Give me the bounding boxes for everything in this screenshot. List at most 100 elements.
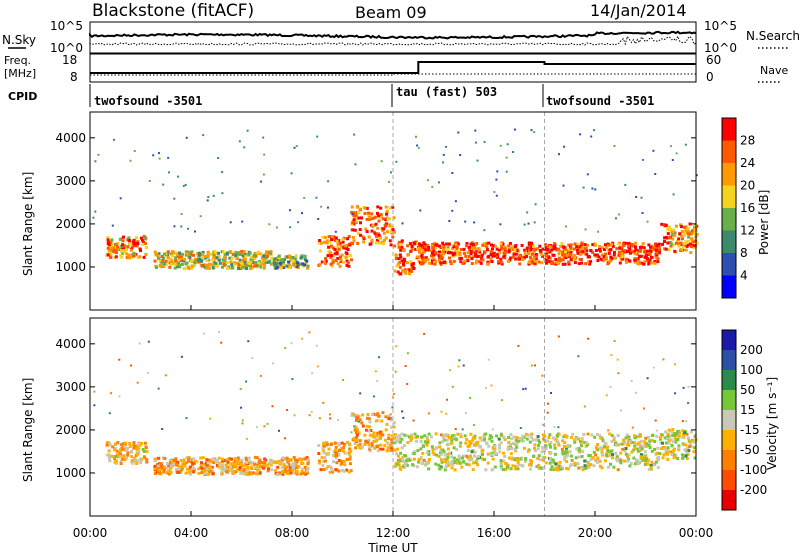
- power-cell: [471, 246, 475, 250]
- velocity-cell: [647, 467, 651, 471]
- power-cell: [394, 254, 398, 258]
- power-cell: [199, 215, 202, 218]
- velocity-cell: [554, 462, 558, 466]
- velocity-cell: [610, 354, 613, 357]
- power-cell: [573, 242, 577, 246]
- velocity-cell: [624, 447, 628, 450]
- velocity-cell: [628, 440, 632, 444]
- power-cell: [370, 229, 374, 233]
- freq-label-line2: [MHz]: [4, 67, 36, 80]
- power-cell: [608, 260, 612, 264]
- power-cell: [153, 250, 157, 254]
- velocity-cell: [311, 372, 314, 375]
- velocity-cell: [332, 460, 336, 464]
- power-cell: [365, 217, 369, 221]
- velocity-cell: [153, 459, 157, 463]
- power-cell: [402, 257, 406, 261]
- velocity-cell: [251, 357, 254, 360]
- power-colorbar-label: Power [dB]: [757, 190, 771, 255]
- velocity-cell: [667, 438, 671, 442]
- power-cell: [174, 251, 178, 255]
- velocity-cell: [552, 436, 555, 440]
- power-cell: [218, 261, 222, 265]
- velocity-cell: [317, 452, 321, 455]
- velocity-cell: [683, 431, 687, 435]
- velocity-cell: [121, 455, 125, 459]
- velocity-cell: [521, 434, 525, 438]
- velocity-cell: [465, 438, 469, 441]
- velocity-cell: [478, 436, 482, 440]
- velocity-cell: [573, 463, 577, 467]
- power-cell: [216, 264, 220, 268]
- power-cell: [351, 221, 355, 225]
- velocity-cell: [672, 440, 676, 444]
- velocity-cell: [424, 463, 428, 467]
- velocity-cell: [121, 448, 125, 452]
- power-cell: [483, 141, 486, 144]
- power-cell: [345, 244, 349, 248]
- velocity-cell: [445, 438, 449, 442]
- noise-tick-low-left: 10^0: [50, 41, 83, 55]
- power-cell: [534, 257, 538, 261]
- power-cell: [490, 260, 494, 263]
- power-cell: [301, 212, 303, 215]
- power-cell: [206, 253, 210, 257]
- velocity-cell: [128, 444, 132, 448]
- velocity-cell: [600, 466, 604, 470]
- power-cell: [128, 242, 132, 246]
- power-cell: [434, 251, 438, 255]
- velocity-cell: [322, 451, 326, 455]
- velocity-cell: [608, 454, 612, 458]
- velocity-cell: [457, 454, 461, 458]
- power-cell: [636, 260, 639, 264]
- velocity-cell: [616, 468, 620, 472]
- power-cell: [324, 259, 328, 263]
- power-cell: [593, 242, 597, 246]
- power-cell: [586, 173, 589, 176]
- power-cell: [634, 248, 638, 252]
- velocity-cell: [207, 458, 211, 462]
- power-cell: [562, 245, 566, 249]
- power-cell: [633, 252, 637, 256]
- velocity-cell: [632, 456, 636, 460]
- power-cell: [597, 230, 600, 233]
- power-cell: [250, 265, 254, 269]
- velocity-cell: [286, 471, 290, 475]
- velocity-cell: [445, 412, 448, 415]
- velocity-cell: [225, 458, 229, 462]
- power-cell: [410, 268, 413, 272]
- power-cell: [469, 242, 473, 246]
- power-cell: [562, 253, 566, 257]
- power-cell: [550, 248, 554, 252]
- velocity-cell: [441, 440, 444, 444]
- velocity-cell: [630, 450, 634, 454]
- velocity-cell: [517, 439, 521, 443]
- power-cell: [674, 224, 678, 228]
- velocity-cell: [687, 401, 690, 404]
- power-cell: [347, 264, 351, 268]
- freq-tick-high: 18: [62, 53, 77, 67]
- power-cell: [355, 217, 359, 221]
- power-cell: [290, 259, 294, 263]
- velocity-cell: [137, 442, 141, 446]
- power-cell: [526, 211, 529, 214]
- power-cell: [138, 247, 142, 251]
- freq-panel-frame: [89, 53, 697, 83]
- power-cell: [318, 239, 322, 242]
- velocity-cell: [446, 442, 450, 446]
- power-cell: [243, 253, 247, 257]
- velocity-cell: [356, 428, 359, 432]
- velocity-cell: [521, 464, 525, 468]
- power-cell: [473, 221, 476, 224]
- power-cell: [243, 262, 247, 266]
- velocity-cell: [220, 459, 224, 463]
- power-cell: [679, 241, 683, 245]
- velocity-cell: [385, 423, 389, 426]
- power-cell: [286, 255, 290, 259]
- velocity-cell: [653, 447, 657, 451]
- power-cell: [541, 247, 545, 251]
- power-cell: [632, 244, 636, 248]
- power-cell: [684, 231, 688, 235]
- power-cell: [278, 256, 282, 260]
- power-cell: [368, 215, 372, 219]
